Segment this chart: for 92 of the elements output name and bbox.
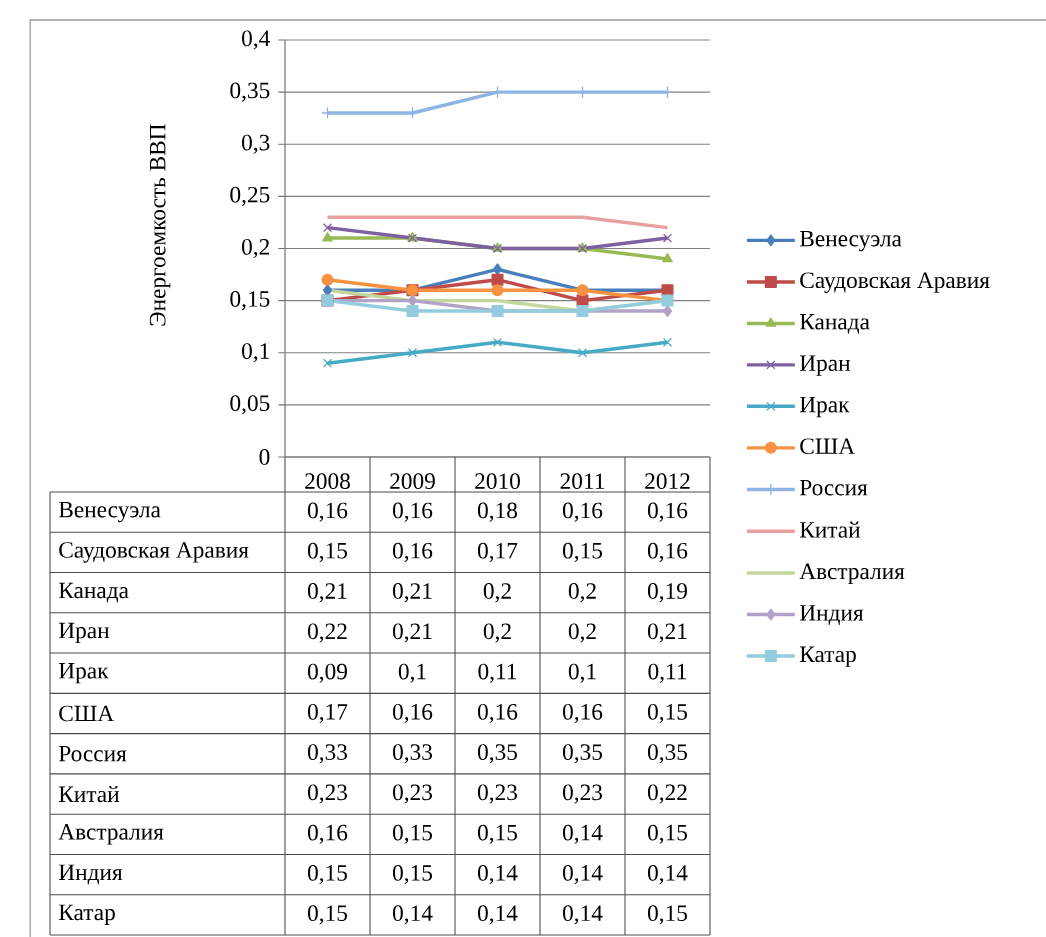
data-label: 0,11 (478, 663, 517, 683)
data-label: 0,15 (563, 542, 603, 562)
data-label: 0,15 (393, 865, 433, 885)
data-label: 0,2 (483, 583, 511, 603)
data-label: 0,21 (393, 583, 432, 603)
data-label: 0,17 (307, 703, 348, 724)
data-label: 0,14 (563, 865, 603, 885)
y-tick-label: 0,1 (242, 343, 269, 363)
data-label: 0,16 (647, 502, 688, 522)
text: Катар (58, 904, 115, 925)
data-label: 0,11 (648, 663, 687, 683)
data-label: 0,35 (647, 744, 687, 764)
data-label: 0,14 (563, 905, 603, 925)
data-label: 0,23 (563, 784, 603, 804)
data-label: 0,16 (647, 542, 688, 562)
data-label: 0,14 (393, 905, 433, 925)
x-tick-label: 2010 (475, 473, 520, 490)
legend-label: Саудовская Аравия (800, 272, 990, 293)
data-label: 0,14 (563, 824, 603, 844)
data-label: 0,1 (568, 663, 596, 683)
data-label: 0,21 (307, 583, 347, 603)
y-tick-label: 0,05 (230, 395, 270, 415)
data-label: 0,15 (647, 905, 687, 925)
data-label: 0,35 (477, 744, 517, 764)
x-tick-label: 2008 (305, 473, 350, 490)
legend-label: Индия (799, 605, 864, 625)
legend-label: Австралия (799, 563, 905, 584)
data-label: 0,23 (477, 784, 517, 804)
data-label: 0,14 (477, 865, 518, 885)
text: Саудовская Аравия (59, 542, 249, 563)
data-label: 0,23 (393, 784, 433, 804)
y-tick-label: 0,4 (242, 30, 270, 50)
x-tick-label: 2009 (390, 473, 435, 490)
data-label: 0,15 (307, 865, 347, 885)
data-label: 0,21 (393, 623, 432, 643)
legend-label: Венесуэла (799, 230, 902, 252)
text: США (59, 705, 115, 722)
y-tick-label: 0,25 (230, 186, 270, 206)
data-label: 0,18 (477, 502, 518, 522)
text: Китай (58, 785, 120, 803)
x-tick-label: 2012 (645, 473, 690, 490)
y-tick-label: 0,15 (230, 291, 270, 311)
legend-label: Россия (799, 480, 868, 496)
text: Канада (58, 582, 129, 603)
legend-label: Катар (799, 646, 856, 667)
data-label: 0,09 (307, 663, 347, 683)
data-label: 0,16 (477, 703, 518, 724)
data-label: 0,16 (393, 542, 433, 562)
data-label: 0,17 (477, 542, 518, 562)
text: Россия (58, 746, 127, 762)
text: Ирак (58, 663, 109, 684)
data-label: 0,15 (393, 824, 433, 844)
data-label: 0,15 (477, 824, 517, 844)
data-label: 0,15 (647, 824, 687, 844)
data-label: 0,22 (647, 784, 687, 804)
data-label: 0,33 (307, 744, 347, 764)
data-label: 0,16 (307, 502, 348, 522)
data-label: 0,33 (393, 744, 433, 764)
data-label: 0,16 (563, 502, 603, 522)
data-label: 0,2 (568, 623, 596, 643)
data-label: 0,1 (398, 663, 426, 683)
data-label: 0,15 (307, 905, 347, 925)
data-label: 0,22 (307, 623, 347, 643)
x-tick-label: 2011 (560, 473, 605, 490)
legend-label: США (800, 438, 856, 455)
y-tick-label: 0,35 (230, 82, 270, 102)
data-label: 0,23 (307, 784, 347, 804)
data-label: 0,14 (647, 865, 688, 885)
legend-label: Ирак (799, 396, 850, 418)
text: Венесуэла (58, 501, 161, 523)
data-label: 0,16 (393, 502, 433, 522)
text: Австралия (58, 824, 164, 845)
y-tick-label: 0,2 (242, 238, 269, 259)
data-label: 0,19 (647, 583, 687, 603)
legend-label: Китай (799, 521, 861, 538)
y-tick-label: 0,3 (242, 134, 270, 154)
data-label: 0,2 (568, 583, 596, 603)
data-label: 0,2 (483, 623, 511, 643)
data-label: 0,21 (647, 623, 687, 643)
data-label: 0,14 (477, 905, 518, 925)
data-label: 0,35 (563, 744, 603, 764)
text: Иран (58, 622, 110, 644)
y-tick-label: 0 (259, 449, 270, 465)
data-label: 0,16 (563, 703, 603, 724)
data-label: 0,15 (647, 703, 687, 724)
data-label: 0,16 (393, 703, 433, 724)
legend-label: Иран (799, 355, 851, 376)
data-label: 0,15 (307, 542, 347, 562)
data-label: 0,16 (307, 824, 348, 844)
y-axis-title: Энергоемкость ВВП (149, 124, 171, 326)
text: Индия (58, 864, 123, 885)
legend-label: Канада (799, 314, 870, 334)
